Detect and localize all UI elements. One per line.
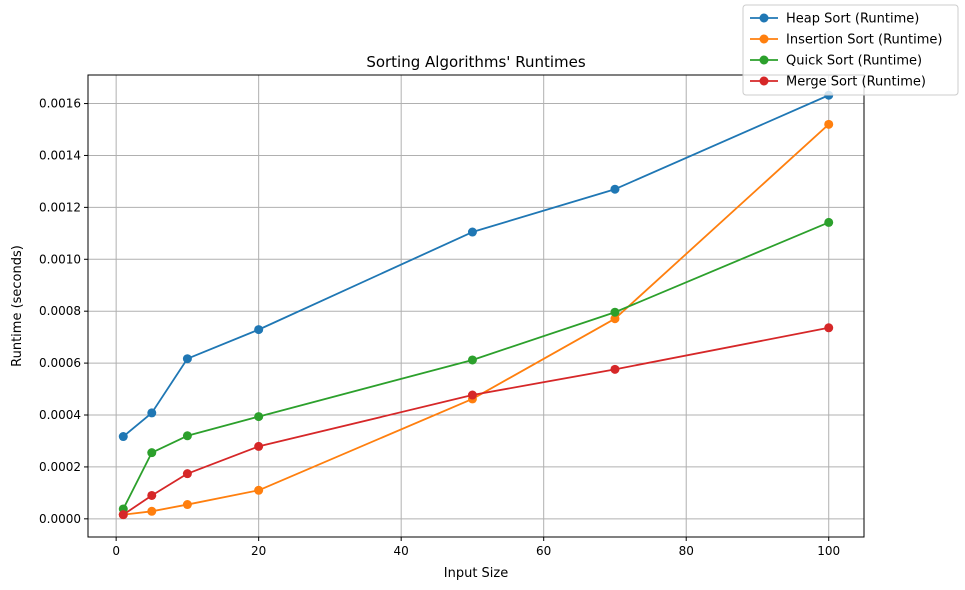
legend-marker — [759, 13, 769, 23]
x-axis-label: Input Size — [444, 566, 508, 581]
chart-title: Sorting Algorithms' Runtimes — [366, 53, 586, 71]
series-layer — [118, 90, 834, 520]
y-tick-label: 0.0010 — [39, 252, 81, 266]
y-tick-label: 0.0012 — [39, 200, 81, 214]
legend-label: Insertion Sort (Runtime) — [786, 33, 942, 48]
y-tick-label: 0.0000 — [39, 512, 81, 526]
legend: Heap Sort (Runtime) Insertion Sort (Runti… — [742, 4, 959, 96]
data-point — [610, 314, 620, 324]
data-point — [610, 307, 620, 317]
data-point — [467, 227, 477, 237]
x-tick-label: 0 — [112, 544, 120, 558]
grid — [88, 75, 864, 537]
y-axis-ticks: 0.0000 0.0002 0.0004 0.0006 0.0008 0.0010 0.00… — [39, 97, 88, 526]
x-axis-ticks: 0 20 40 60 80 100 — [112, 537, 840, 558]
x-tick-label: 60 — [536, 544, 551, 558]
plot-area — [88, 75, 864, 537]
legend-box — [742, 4, 959, 96]
data-point — [147, 490, 157, 500]
series-group — [118, 90, 834, 442]
data-point — [182, 354, 192, 364]
y-tick-label: 0.0002 — [39, 460, 81, 474]
x-tick-label: 100 — [817, 544, 840, 558]
y-tick-label: 0.0014 — [39, 148, 81, 162]
y-tick-label: 0.0008 — [39, 304, 81, 318]
legend-marker — [759, 55, 769, 65]
data-point — [182, 500, 192, 510]
data-point — [824, 217, 834, 227]
x-tick-label: 40 — [394, 544, 409, 558]
data-point — [147, 408, 157, 418]
legend-marker — [759, 34, 769, 44]
x-tick-label: 80 — [679, 544, 694, 558]
y-axis-label: Runtime (seconds) — [10, 245, 25, 367]
data-point — [118, 432, 128, 442]
data-point — [182, 469, 192, 479]
legend-label: Quick Sort (Runtime) — [786, 54, 922, 69]
legend-marker — [759, 76, 769, 86]
y-tick-label: 0.0006 — [39, 356, 81, 370]
legend-label: Heap Sort (Runtime) — [786, 12, 919, 27]
data-point — [254, 485, 264, 495]
data-point — [147, 448, 157, 458]
data-point — [182, 431, 192, 441]
series-group — [118, 323, 834, 520]
legend-label: Merge Sort (Runtime) — [786, 75, 926, 90]
data-point — [118, 510, 128, 520]
y-tick-label: 0.0004 — [39, 408, 81, 422]
data-point — [254, 441, 264, 451]
data-point — [254, 412, 264, 422]
data-point — [610, 184, 620, 194]
data-point — [610, 364, 620, 374]
y-tick-label: 0.0016 — [39, 97, 81, 111]
data-point — [824, 119, 834, 129]
data-point — [467, 355, 477, 365]
data-point — [824, 323, 834, 333]
data-point — [254, 325, 264, 335]
x-tick-label: 20 — [251, 544, 266, 558]
plot-frame — [87, 74, 865, 538]
data-point — [147, 506, 157, 516]
data-point — [467, 390, 477, 400]
